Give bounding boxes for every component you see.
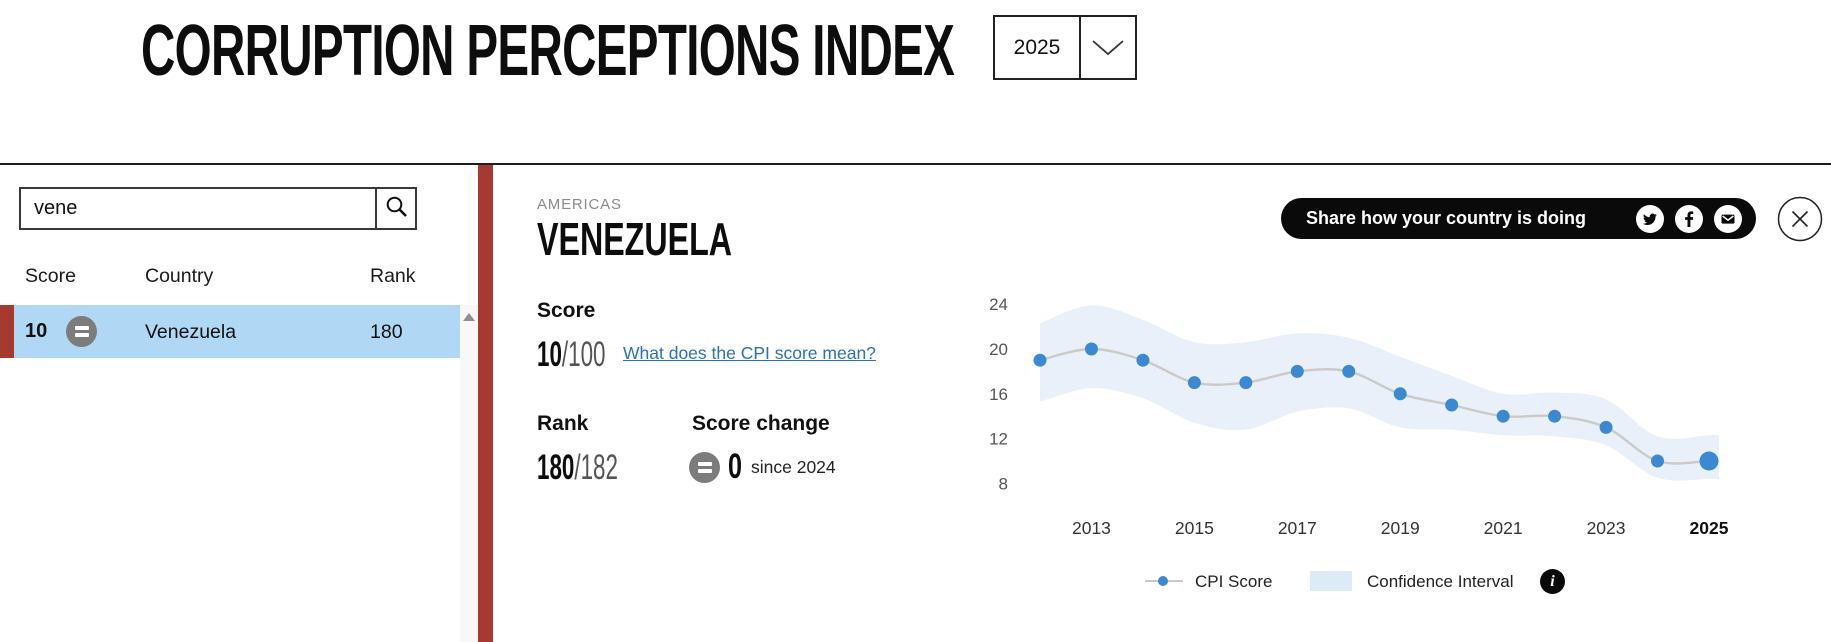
svg-text:2015: 2015: [1175, 518, 1214, 538]
row-score-value: 10: [25, 320, 48, 342]
header-divider: [0, 163, 1831, 165]
svg-text:2023: 2023: [1587, 518, 1626, 538]
legend-confidence-swatch: [1310, 571, 1352, 591]
year-dropdown-value: 2025: [995, 17, 1081, 78]
close-icon: [1777, 196, 1823, 246]
list-scrollbar[interactable]: [460, 305, 478, 642]
table-row-venezuela-selected[interactable]: 10 Venezuela 180: [0, 305, 460, 358]
svg-text:2021: 2021: [1484, 518, 1523, 538]
score-change-value: 0: [728, 447, 743, 486]
close-panel-button[interactable]: [1777, 196, 1823, 242]
country-title: VENEZUELA: [537, 213, 733, 265]
region-label: AMERICAS: [537, 196, 622, 213]
row-country-name: Venezuela: [145, 321, 237, 343]
svg-text:2019: 2019: [1381, 518, 1420, 538]
score-change-equals-icon: [689, 452, 720, 483]
svg-text:12: 12: [989, 430, 1008, 449]
svg-text:20: 20: [989, 340, 1008, 359]
selected-row-accent-bar: [0, 305, 14, 358]
country-search-box: [19, 187, 417, 230]
score-denominator: /100: [561, 335, 606, 374]
score-value: 10/100: [537, 335, 606, 375]
cpi-score-meaning-link[interactable]: What does the CPI score mean?: [623, 343, 876, 363]
svg-text:24: 24: [989, 295, 1008, 314]
rank-denominator: /182: [574, 448, 618, 487]
svg-text:2013: 2013: [1072, 518, 1111, 538]
scroll-up-arrow-icon[interactable]: [463, 313, 475, 321]
column-header-score: Score: [25, 265, 76, 287]
share-email-button[interactable]: [1714, 204, 1742, 233]
svg-text:2025: 2025: [1690, 518, 1729, 538]
panel-divider-bar: [478, 165, 493, 642]
legend-cpi-score-label: CPI Score: [1195, 572, 1273, 591]
page-title: CORRUPTION PERCEPTIONS INDEX: [141, 11, 955, 91]
share-facebook-button[interactable]: [1675, 204, 1703, 233]
rank-value: 180/182: [537, 448, 618, 488]
share-banner-text: Share how your country is doing: [1306, 208, 1587, 228]
search-icon: [385, 195, 408, 223]
svg-text:2017: 2017: [1278, 518, 1317, 538]
share-banner: Share how your country is doing: [1281, 198, 1756, 239]
cpi-trend-chart: 24 20 16 12 8 2013 2015 2017 2019 2021 2023 2025: [989, 295, 1729, 538]
rank-number: 180: [537, 448, 575, 487]
chevron-down-icon: [1081, 17, 1135, 78]
svg-text:8: 8: [999, 474, 1008, 493]
share-twitter-button[interactable]: [1636, 204, 1664, 233]
legend-confidence-label: Confidence Interval: [1367, 572, 1514, 591]
year-dropdown[interactable]: 2025: [993, 15, 1137, 80]
svg-text:16: 16: [989, 385, 1008, 404]
score-label: Score: [537, 299, 596, 322]
row-rank-value: 180: [370, 321, 403, 343]
column-header-rank: Rank: [370, 265, 416, 287]
rank-label: Rank: [537, 412, 589, 435]
search-button[interactable]: [375, 189, 415, 228]
equals-no-change-icon: [66, 316, 97, 347]
legend-dot-marker: [1158, 576, 1168, 586]
search-input[interactable]: [21, 189, 375, 228]
score-change-label: Score change: [692, 412, 830, 435]
column-header-country: Country: [145, 265, 214, 287]
score-number: 10: [537, 335, 562, 374]
info-icon[interactable]: i: [1540, 569, 1565, 594]
score-change-since: since 2024: [751, 457, 836, 477]
